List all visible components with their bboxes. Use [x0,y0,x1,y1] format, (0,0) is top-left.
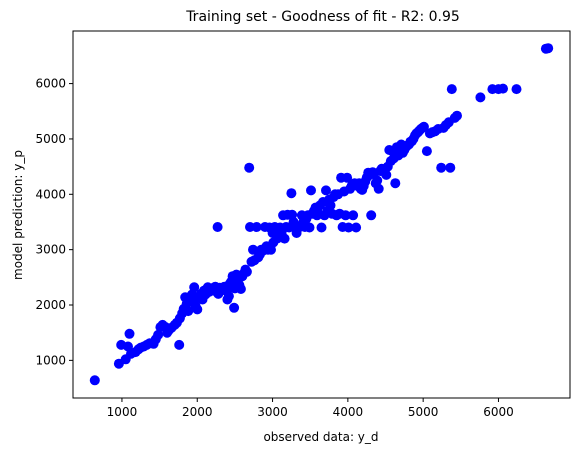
y-tick-label: 5000 [35,132,66,146]
y-tick-label: 1000 [35,353,66,367]
x-tick-label: 3000 [257,405,288,419]
data-point [511,84,522,95]
data-point [212,222,223,232]
data-point [348,210,359,221]
data-point [498,83,508,94]
data-point [192,304,203,315]
data-point [390,178,401,189]
data-point [316,222,327,233]
data-point [475,92,486,103]
data-point [421,146,432,157]
x-axis-label: observed data: y_d [263,430,378,444]
data-point [174,339,185,350]
chart-title: Training set - Goodness of fit - R2: 0.9… [185,9,460,25]
data-point [342,172,353,183]
data-points [89,43,554,386]
data-point [366,210,377,221]
data-point [89,375,100,386]
data-point [223,291,234,302]
data-point [183,306,194,317]
data-point [306,185,316,196]
y-tick-label: 2000 [35,298,66,312]
data-point [229,302,240,313]
x-tick-label: 4000 [333,405,364,419]
x-tick-label: 2000 [182,405,213,419]
plot-frame [72,30,571,399]
data-point [153,329,164,340]
data-point [286,188,297,199]
data-point [340,210,351,221]
x-tick-label: 6000 [483,405,514,419]
y-tick-label: 3000 [35,243,66,257]
data-point [351,222,362,233]
data-point [343,222,354,233]
data-point [372,175,383,186]
data-point [279,233,290,244]
data-point [381,169,392,180]
data-point [235,284,246,294]
data-point [452,110,462,121]
x-tick-label: 1000 [107,405,138,419]
y-axis: 1000 2000 3000 4000 5000 6000 [35,77,73,367]
data-point [325,200,336,211]
y-axis-label: model prediction: y_p [11,150,25,280]
x-axis: 1000 2000 3000 4000 5000 6000 [107,398,514,419]
data-point [373,183,384,194]
data-point [446,84,457,95]
data-point [244,162,255,173]
data-point [241,266,252,277]
data-point [436,162,447,173]
data-point [304,222,315,233]
data-point [251,222,262,232]
data-point [321,185,331,196]
y-tick-label: 6000 [35,77,66,91]
data-point [418,121,429,132]
data-point [543,43,554,54]
data-point [189,282,200,293]
y-tick-label: 4000 [35,187,66,201]
data-point [445,162,456,173]
data-point [124,328,135,339]
x-tick-label: 5000 [408,405,439,419]
